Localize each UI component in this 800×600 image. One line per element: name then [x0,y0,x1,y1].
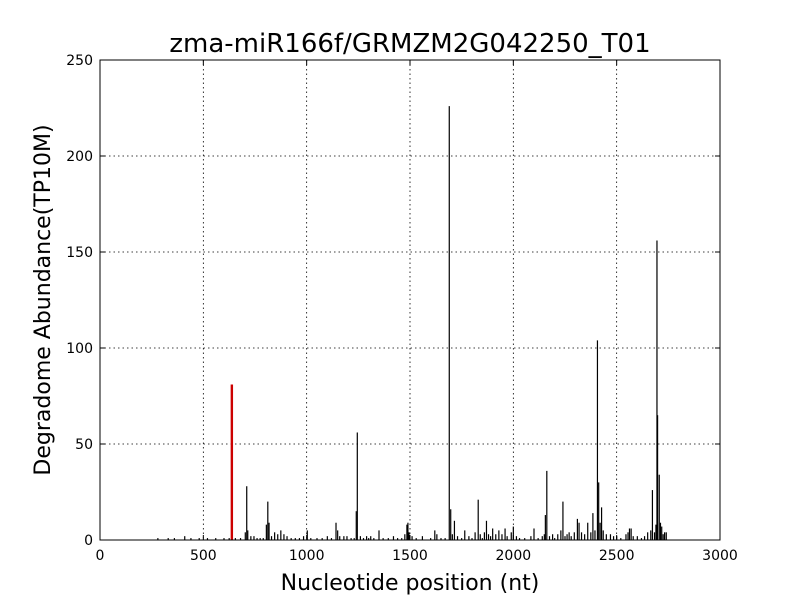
y-axis-ticks: 0 50 100 150 200 250 [66,53,720,549]
x-tick-label: 1000 [289,548,325,564]
x-axis-label: Nucleotide position (nt) [281,571,540,596]
x-tick-label: 2500 [599,548,635,564]
grid-lines [100,60,720,540]
x-tick-label: 1500 [392,548,428,564]
x-axis-ticks: 0 500 1000 1500 2000 2500 3000 [96,60,738,564]
y-tick-label: 250 [66,53,93,69]
y-axis-label: Degradome Abundance(TP10M) [31,124,56,475]
y-tick-label: 50 [75,437,93,453]
x-tick-label: 2000 [496,548,532,564]
y-tick-label: 150 [66,245,93,261]
x-tick-label: 500 [190,548,217,564]
x-tick-label: 3000 [702,548,738,564]
y-tick-label: 200 [66,149,93,165]
y-tick-label: 0 [84,533,93,549]
data-bars [157,106,667,540]
y-tick-label: 100 [66,341,93,357]
chart-title: zma-miR166f/GRMZM2G042250_T01 [169,29,650,59]
x-tick-label: 0 [96,548,105,564]
